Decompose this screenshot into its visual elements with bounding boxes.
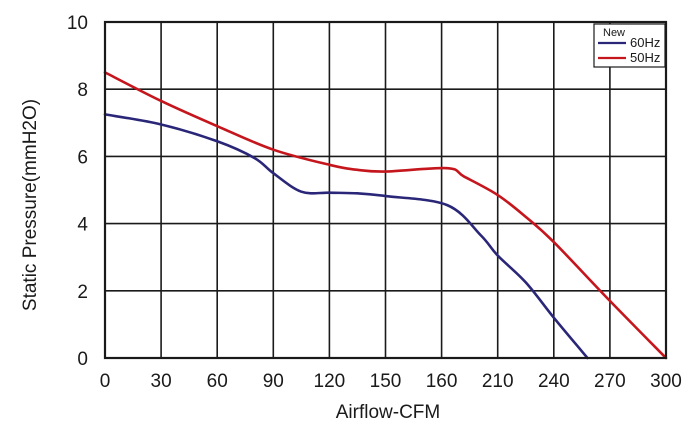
x-tick-label: 90: [263, 371, 284, 392]
legend: New 60Hz 50Hz: [593, 23, 666, 68]
series-line-50hz: [103, 71, 668, 360]
y-tick-label: 0: [77, 349, 88, 370]
legend-label-60hz: 60Hz: [630, 35, 660, 50]
x-tick-label: 210: [482, 371, 514, 392]
y-tick-label: 10: [67, 13, 88, 34]
x-tick-label: 160: [426, 371, 458, 392]
x-tick-label: 60: [207, 371, 228, 392]
legend-header: New: [603, 27, 625, 39]
x-tick-label: 270: [594, 371, 626, 392]
x-tick-label: 0: [100, 371, 111, 392]
y-tick-label: 4: [77, 215, 88, 236]
y-tick-label: 8: [77, 80, 88, 101]
series-lines: [103, 71, 668, 360]
x-tick-label: 300: [650, 371, 682, 392]
plot-frame: [103, 20, 668, 360]
x-tick-label: 120: [314, 371, 346, 392]
tick-labels: 0 30 60 90 120 150 160 210 240 270 300 0 2 4 6 8 10: [67, 13, 682, 392]
y-axis-title: Static Pressure(mmH2O): [20, 99, 41, 311]
x-tick-label: 30: [151, 371, 172, 392]
legend-box: [593, 23, 666, 68]
y-tick-label: 2: [77, 282, 88, 303]
legend-label-50hz: 50Hz: [630, 50, 660, 65]
grid: [104, 21, 667, 359]
y-tick-label: 6: [77, 147, 88, 168]
series-line-60hz: [103, 113, 589, 360]
axes: [103, 20, 668, 360]
x-tick-label: 150: [370, 371, 402, 392]
x-axis-title: Airflow-CFM: [336, 402, 441, 423]
x-tick-label: 240: [538, 371, 570, 392]
